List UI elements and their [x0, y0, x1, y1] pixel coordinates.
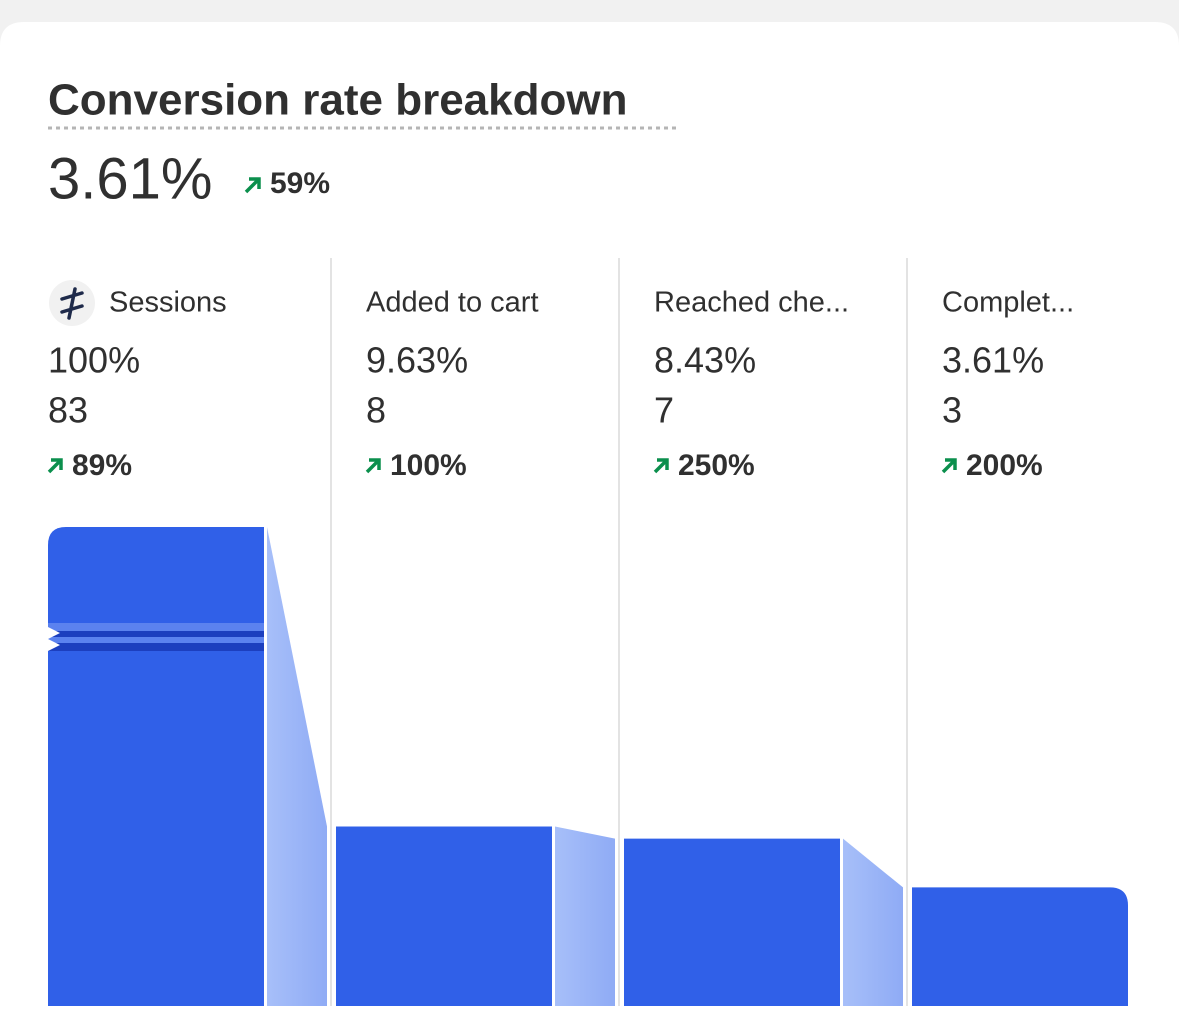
step-rate: 9.63% [366, 340, 468, 381]
break-notch [48, 627, 60, 651]
step-change: 200% [966, 449, 1043, 482]
step-count: 83 [48, 390, 88, 431]
step-count: 3 [942, 390, 962, 431]
trend-arrow [244, 177, 261, 194]
trend-arrow [47, 458, 63, 474]
headline-change: 59% [270, 167, 330, 200]
step-name: Added to cart [366, 287, 539, 319]
funnel-connector [267, 527, 327, 1006]
trend-arrow [365, 458, 381, 474]
trend-arrow [941, 458, 957, 474]
card-title[interactable]: Conversion rate breakdown [48, 76, 627, 125]
funnel-bar [336, 826, 552, 1006]
step-rate: 3.61% [942, 340, 1044, 381]
step-count: 7 [654, 390, 674, 431]
trend-arrow [653, 458, 669, 474]
step-name: Sessions [109, 287, 227, 319]
funnel-bar [624, 838, 840, 1006]
break-stripe [48, 631, 264, 637]
step-rate: 8.43% [654, 340, 756, 381]
step-name: Complet... [942, 287, 1074, 319]
step-name: Reached che... [654, 287, 849, 319]
funnel-connector [555, 826, 615, 1006]
step-change: 100% [390, 449, 467, 482]
funnel-connector [843, 838, 903, 1006]
funnel-bar [48, 527, 264, 1006]
break-stripe [48, 623, 264, 631]
funnel-bar [912, 887, 1128, 1006]
step-change: 250% [678, 449, 755, 482]
step-count: 8 [366, 390, 386, 431]
break-stripe [48, 637, 264, 643]
step-rate: 100% [48, 340, 140, 381]
break-stripe [48, 643, 264, 651]
sessions-icon [49, 280, 95, 326]
step-change: 89% [72, 449, 132, 482]
headline-value: 3.61% [48, 146, 212, 211]
